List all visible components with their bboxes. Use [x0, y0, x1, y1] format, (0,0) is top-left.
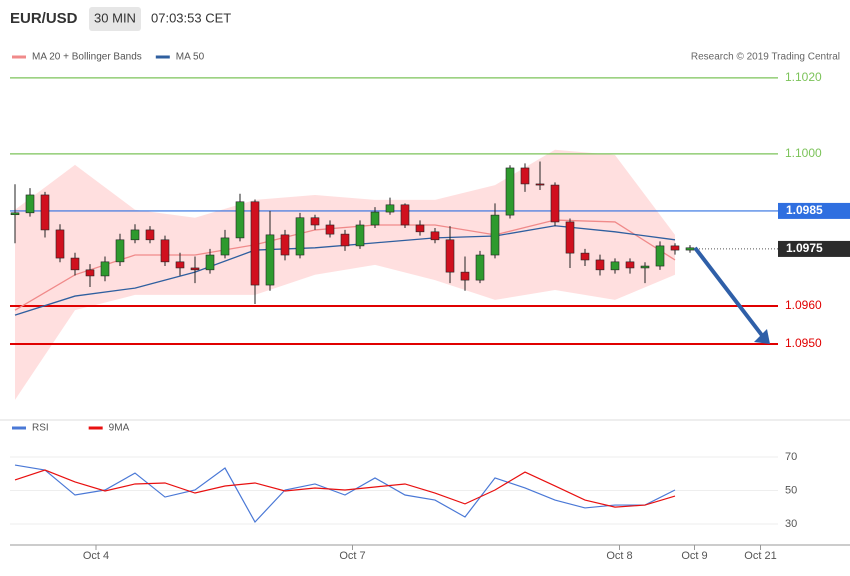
candle-body [385, 204, 395, 213]
rsi-tick-label: 70 [785, 451, 797, 463]
candle-body [520, 167, 530, 185]
x-tick-label: Oct 4 [83, 550, 109, 562]
legend-label: MA 50 [176, 52, 205, 63]
candle-body [205, 254, 215, 271]
candle-body [445, 239, 455, 273]
candle-body [610, 261, 620, 271]
candle-body [310, 217, 320, 226]
candle-body [85, 269, 95, 277]
candle-body [130, 229, 140, 241]
candle-body [565, 221, 575, 254]
candle-body [160, 239, 170, 263]
x-tick-label: Oct 9 [681, 550, 707, 562]
candle-body [100, 261, 110, 277]
legend-label: RSI [32, 423, 49, 434]
arrow-head [754, 328, 770, 344]
candle-body [220, 237, 230, 256]
candle-body [250, 201, 260, 286]
x-tick-label: Oct 8 [606, 550, 632, 562]
candle-body [430, 231, 440, 241]
candle-body [70, 257, 80, 271]
candle-body [595, 259, 605, 271]
candle-body [55, 229, 65, 259]
level-label: 1.1000 [785, 146, 822, 160]
legend-label: 9MA [109, 423, 130, 434]
candle-body [460, 271, 470, 281]
legend-label: MA 20 + Bollinger Bands [32, 52, 142, 63]
candle-body [415, 224, 425, 233]
rsi-line [14, 464, 676, 524]
candle-body [115, 239, 125, 263]
candle-body [235, 201, 245, 239]
candle-body [175, 261, 185, 269]
x-tick-label: Oct 21 [744, 550, 776, 562]
interval-box [89, 7, 141, 31]
interval: 30 MIN [94, 10, 136, 25]
level-box [778, 202, 850, 219]
time: 07:03:53 CET [151, 10, 231, 25]
candle-body [40, 194, 50, 231]
candle-body [640, 265, 650, 269]
level-label: 1.0960 [785, 298, 822, 312]
candle-body [535, 183, 545, 186]
level-box [778, 240, 850, 257]
candle-body [25, 194, 35, 214]
ma-line [14, 219, 676, 311]
credit: Research © 2019 Trading Central [691, 52, 840, 63]
candle-body [625, 261, 635, 269]
level-label: 1.0985 [786, 203, 823, 217]
candle-body [340, 233, 350, 247]
candle-body [550, 184, 560, 223]
rsi-line [14, 469, 676, 508]
level-label: 1.1020 [785, 70, 822, 84]
candle-body [295, 217, 305, 256]
candle-body [325, 224, 335, 235]
forecast-arrow [693, 246, 766, 340]
candle-body [280, 234, 290, 256]
candle-body [370, 211, 380, 226]
candle-body [475, 254, 485, 281]
x-tick-label: Oct 7 [339, 550, 365, 562]
rsi-tick-label: 50 [785, 484, 797, 496]
candle-body [265, 234, 275, 286]
candle-body [685, 247, 695, 251]
candle-body [190, 267, 200, 271]
candle-body [400, 204, 410, 226]
candle-body [355, 224, 365, 247]
candle-body [655, 245, 665, 267]
candle-body [505, 167, 515, 216]
candle-body [670, 245, 680, 251]
rsi-tick-label: 30 [785, 518, 797, 530]
candle-body [580, 252, 590, 261]
candle-body [10, 212, 20, 216]
symbol: EUR/USD [10, 10, 78, 27]
candle-body [145, 229, 155, 241]
candle-body [490, 214, 500, 256]
level-label: 1.0975 [786, 241, 823, 255]
level-label: 1.0950 [785, 336, 822, 350]
